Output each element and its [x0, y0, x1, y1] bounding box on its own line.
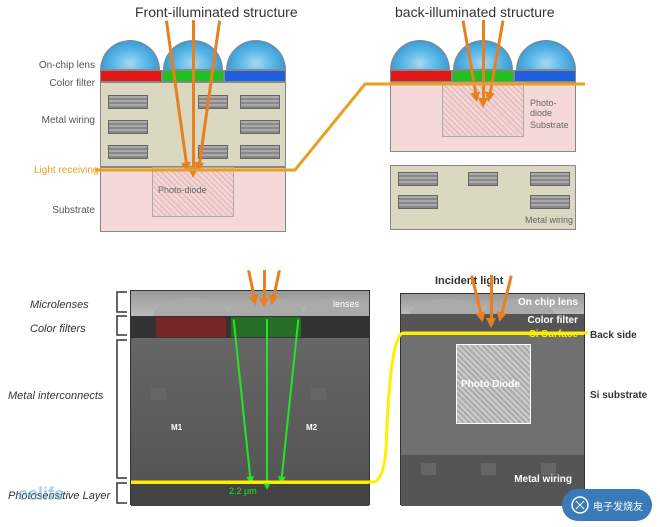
title-front: Front-illuminated structure — [135, 4, 298, 20]
label-microlenses: Microlenses — [30, 299, 89, 311]
badge-text: 电子发烧友 — [593, 498, 643, 513]
label-substrate-inline: Substrate — [530, 120, 569, 130]
on-chip-lens-label: On chip lens — [518, 297, 578, 308]
lenses-label: lenses — [333, 299, 359, 309]
metal-block — [468, 172, 498, 186]
filter-red — [390, 70, 452, 82]
light-arrow-icon — [263, 270, 266, 300]
interconnect-region: M1 M2 — [131, 338, 369, 483]
metal-block — [240, 120, 280, 134]
microlens-icon — [390, 40, 450, 70]
badge-right: 电子发烧友 — [562, 489, 652, 521]
label-metal-interconnects: Metal interconnects — [8, 390, 103, 402]
microlens-icon — [516, 40, 576, 70]
filter-blue — [224, 70, 286, 82]
microlens-icon — [226, 40, 286, 70]
front-structure: Photo-diode — [100, 40, 290, 240]
top-diagram-section: Front-illuminated structure back-illumin… — [0, 0, 660, 260]
metal-block — [108, 120, 148, 134]
bracket-icons — [112, 290, 130, 505]
light-arrow-icon — [192, 20, 195, 170]
back-structure: Photo-diode Substrate Metal wiring — [390, 40, 580, 240]
label-on-chip-lens: On-chip lens — [39, 60, 95, 71]
color-filter-label: Color filter — [527, 315, 578, 326]
label-color-filter: Color filter — [49, 78, 95, 89]
front-microscopy: lenses M1 M2 2.2 μm — [130, 290, 370, 505]
microlens-icon — [100, 40, 160, 70]
metal-block — [108, 145, 148, 159]
back-side-label: Back side — [590, 330, 637, 341]
metal-wiring-label: Metal wiring — [514, 474, 572, 485]
label-photo-diode: Photo-diode — [158, 185, 207, 195]
bottom-microscopy-section: lenses M1 M2 2.2 μm Microlenses Color fi… — [0, 275, 660, 525]
filter-red — [100, 70, 162, 82]
label-substrate: Substrate — [52, 205, 95, 216]
metal-block — [398, 172, 438, 186]
label-incident-light: Incident light — [435, 275, 503, 287]
si-substrate-label: Si substrate — [590, 390, 647, 401]
metal-block — [240, 95, 280, 109]
filter-band — [131, 316, 369, 338]
label-metal-wiring-inline: Metal wiring — [525, 215, 573, 225]
m2-label: M2 — [306, 423, 317, 432]
m1-label: M1 — [171, 423, 182, 432]
watermark-left: eelife — [18, 484, 64, 505]
photo-diode-label: Photo Diode — [461, 379, 520, 390]
metal-block — [240, 145, 280, 159]
si-surface-label: Si Surface — [529, 329, 578, 340]
metal-block — [198, 95, 228, 109]
green-ray-icon — [266, 319, 268, 484]
filter-blue — [514, 70, 576, 82]
light-arrow-icon — [490, 275, 493, 320]
dimension-label: 2.2 μm — [229, 486, 257, 496]
badge-icon — [571, 496, 589, 514]
label-color-filters: Color filters — [30, 323, 86, 335]
label-metal-wiring: Metal wiring — [42, 115, 95, 126]
title-back: back-illuminated structure — [395, 4, 555, 20]
metal-block — [398, 195, 438, 209]
metal-block — [530, 172, 570, 186]
label-photo-diode: Photo-diode — [530, 98, 557, 118]
metal-block — [108, 95, 148, 109]
metal-block — [530, 195, 570, 209]
light-arrow-icon — [482, 20, 485, 100]
